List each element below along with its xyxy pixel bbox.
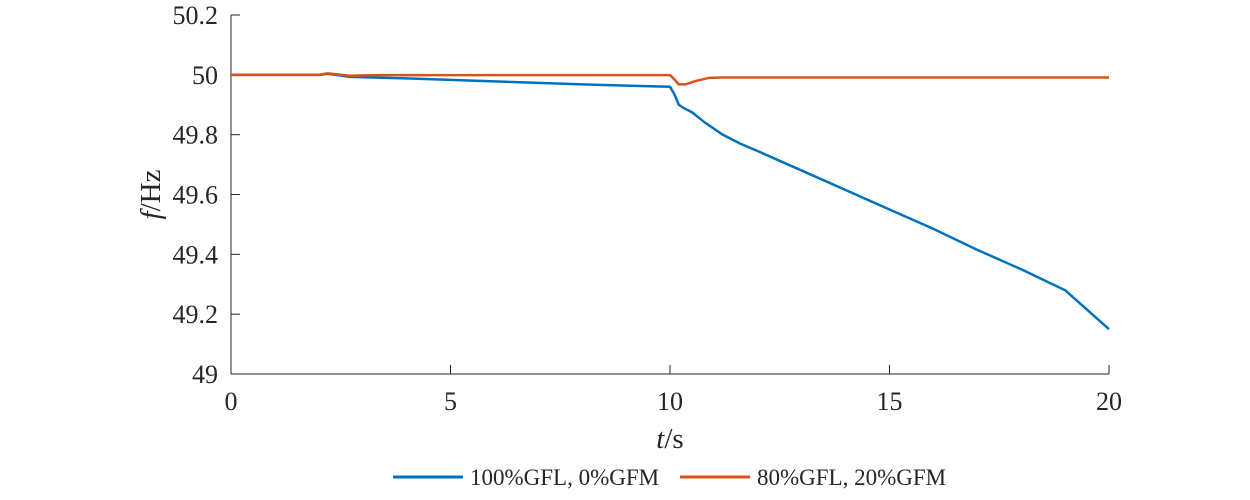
x-tick-label: 0 <box>225 387 238 416</box>
plot-lines <box>231 72 1110 331</box>
y-axis-label-unit: /Hz <box>135 169 167 211</box>
y-axis-label: f/Hz <box>135 169 167 219</box>
legend: 100%GFL, 0%GFM 80%GFL, 20%GFM <box>393 465 946 490</box>
y-axis: 49 49.2 49.4 49.6 49.8 50 50.2 <box>173 1 240 389</box>
x-tick-label: 15 <box>877 387 903 416</box>
x-tick-label: 5 <box>444 387 457 416</box>
x-tick-label: 20 <box>1096 387 1122 416</box>
x-tick-label: 10 <box>657 387 683 416</box>
series-line-80gfl <box>231 72 1109 86</box>
y-tick-label: 50 <box>192 61 218 90</box>
legend-label-100gfl: 100%GFL, 0%GFM <box>470 465 659 490</box>
y-tick-label: 49 <box>192 360 218 389</box>
series-line-100gfl <box>231 72 1110 331</box>
x-axis-label: t/s <box>656 423 683 455</box>
y-tick-label: 50.2 <box>173 1 219 30</box>
x-axis-label-unit: /s <box>664 423 683 455</box>
x-axis: 0 5 10 15 20 <box>225 365 1122 416</box>
y-tick-label: 49.2 <box>173 300 219 329</box>
legend-label-80gfl: 80%GFL, 20%GFM <box>757 465 946 490</box>
y-tick-label: 49.4 <box>173 240 219 269</box>
y-tick-label: 49.8 <box>173 121 219 150</box>
x-axis-label-symbol: t <box>656 423 665 455</box>
y-tick-label: 49.6 <box>173 181 219 210</box>
